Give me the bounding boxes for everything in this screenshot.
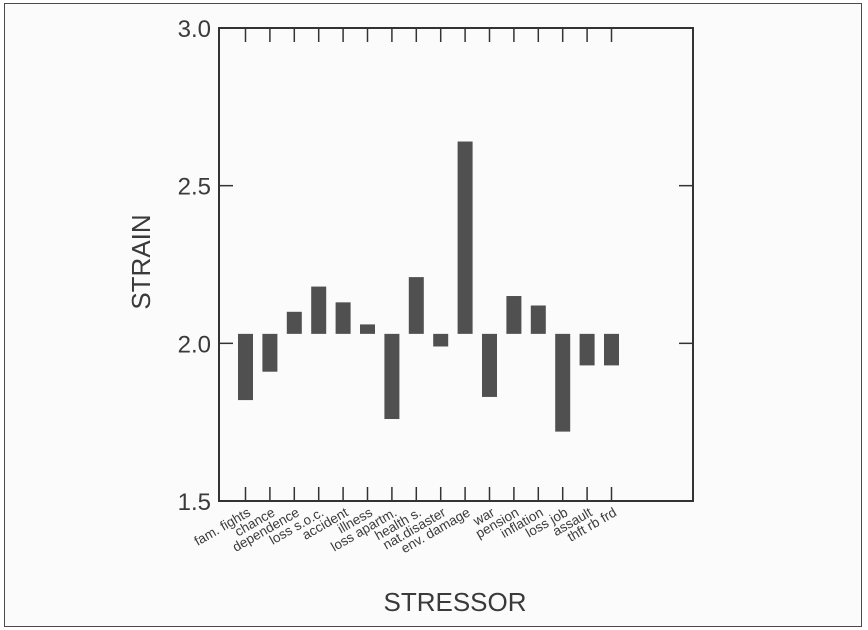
bar-dependence [286,311,302,334]
bar-assault [579,333,595,366]
y-tick-label: 3.0 [178,16,211,43]
y-tick-label: 2.0 [178,331,211,358]
axes-layer [218,27,694,502]
bar-inflation [530,305,546,334]
bar-illness [360,324,375,334]
bar-pension [506,296,522,334]
plot-area-frame [218,27,694,502]
x-ticks-layer [244,28,613,501]
bar-nat-disaster [433,333,449,347]
bar-accident [335,302,351,334]
y-ticks-layer: 1.5 2.0 2.5 3.0 [178,16,693,516]
y-axis-title: STRAIN [126,214,156,309]
figure-frame [4,3,862,627]
bars-layer [238,141,619,432]
bar-loss-apartm [384,333,400,420]
x-axis-title: STRESSOR [383,587,526,617]
bar-chance [262,333,278,372]
y-tick-label: 2.5 [178,174,211,201]
bar-war [482,333,497,397]
bar-loss-s-o-c [311,286,327,334]
y-tick-label: 1.5 [178,489,211,516]
bar-loss-job [555,333,571,432]
bar-env-damage [457,141,473,334]
bar-health-s [408,277,424,334]
bar-fam-fights [238,333,253,401]
bar-thft-rb-frd [604,333,619,366]
